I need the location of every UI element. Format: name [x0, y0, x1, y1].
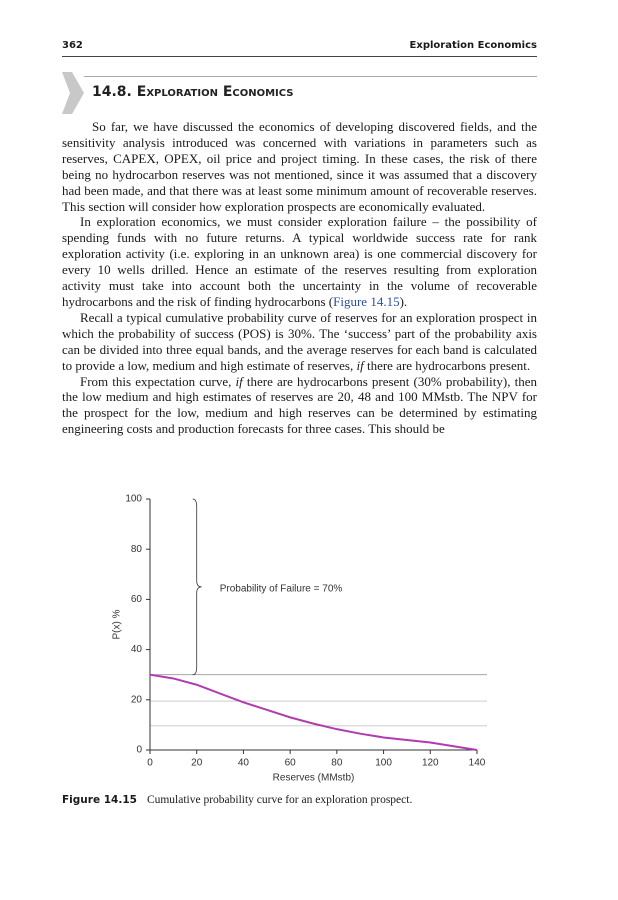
text: Recall a typical cumulative probability …	[62, 309, 537, 373]
emphasis: if	[356, 357, 364, 373]
section-number: 14.8.	[92, 84, 132, 100]
paragraph: In exploration economics, we must consid…	[62, 214, 537, 309]
y-tick-label: 80	[131, 544, 143, 555]
curve	[149, 673, 478, 751]
emphasis: if	[235, 373, 243, 389]
brace	[192, 498, 202, 676]
running-title: Exploration Economics	[409, 40, 537, 51]
paragraph: From this expectation curve, if there ar…	[62, 374, 537, 438]
text: In exploration economics, we must consid…	[62, 214, 537, 309]
section-arrow	[62, 72, 84, 114]
x-tick-label: 80	[331, 758, 343, 769]
section-rule	[84, 76, 537, 77]
x-tick-label: 20	[191, 758, 203, 769]
section-title: Exploration Economics	[136, 84, 294, 100]
y-tick-label: 0	[136, 745, 142, 756]
x-axis-label: Reserves (MMstb)	[273, 773, 355, 784]
text: So far, we have discussed the economics …	[62, 119, 537, 214]
y-tick-label: 20	[131, 694, 143, 705]
x-tick-label: 100	[375, 758, 392, 769]
caption-text: Cumulative probability curve for an expl…	[146, 794, 413, 806]
text: From this expectation curve,	[80, 373, 236, 389]
x-tick-label: 0	[147, 758, 153, 769]
x-tick-label: 40	[238, 758, 250, 769]
figure-link[interactable]: Figure 14.15	[333, 293, 400, 309]
caption-label: Figure 14.15	[62, 794, 137, 806]
text: there are hydrocarbons present.	[363, 357, 531, 373]
text: there are hydrocarbons present (30% prob…	[62, 373, 537, 437]
page-number: 362	[62, 40, 83, 51]
y-tick-label: 60	[131, 594, 143, 605]
body-text: So far, we have discussed the economics …	[62, 119, 537, 437]
annotation: Probability of Failure = 70%	[220, 583, 343, 594]
x-tick-label: 140	[469, 758, 486, 769]
figure-caption: Figure 14.15 Cumulative probability curve…	[62, 794, 412, 806]
y-axis-label: P(x) %	[112, 609, 123, 639]
y-tick-label: 100	[125, 494, 142, 505]
y-tick-label: 40	[131, 644, 143, 655]
x-tick-label: 60	[285, 758, 297, 769]
header-rule	[62, 56, 537, 57]
x-tick-label: 120	[422, 758, 439, 769]
paragraph: So far, we have discussed the economics …	[62, 119, 537, 214]
section-heading: 14.8. Exploration Economics	[92, 84, 294, 100]
paragraph: Recall a typical cumulative probability …	[62, 310, 537, 374]
text: ).	[399, 293, 408, 309]
